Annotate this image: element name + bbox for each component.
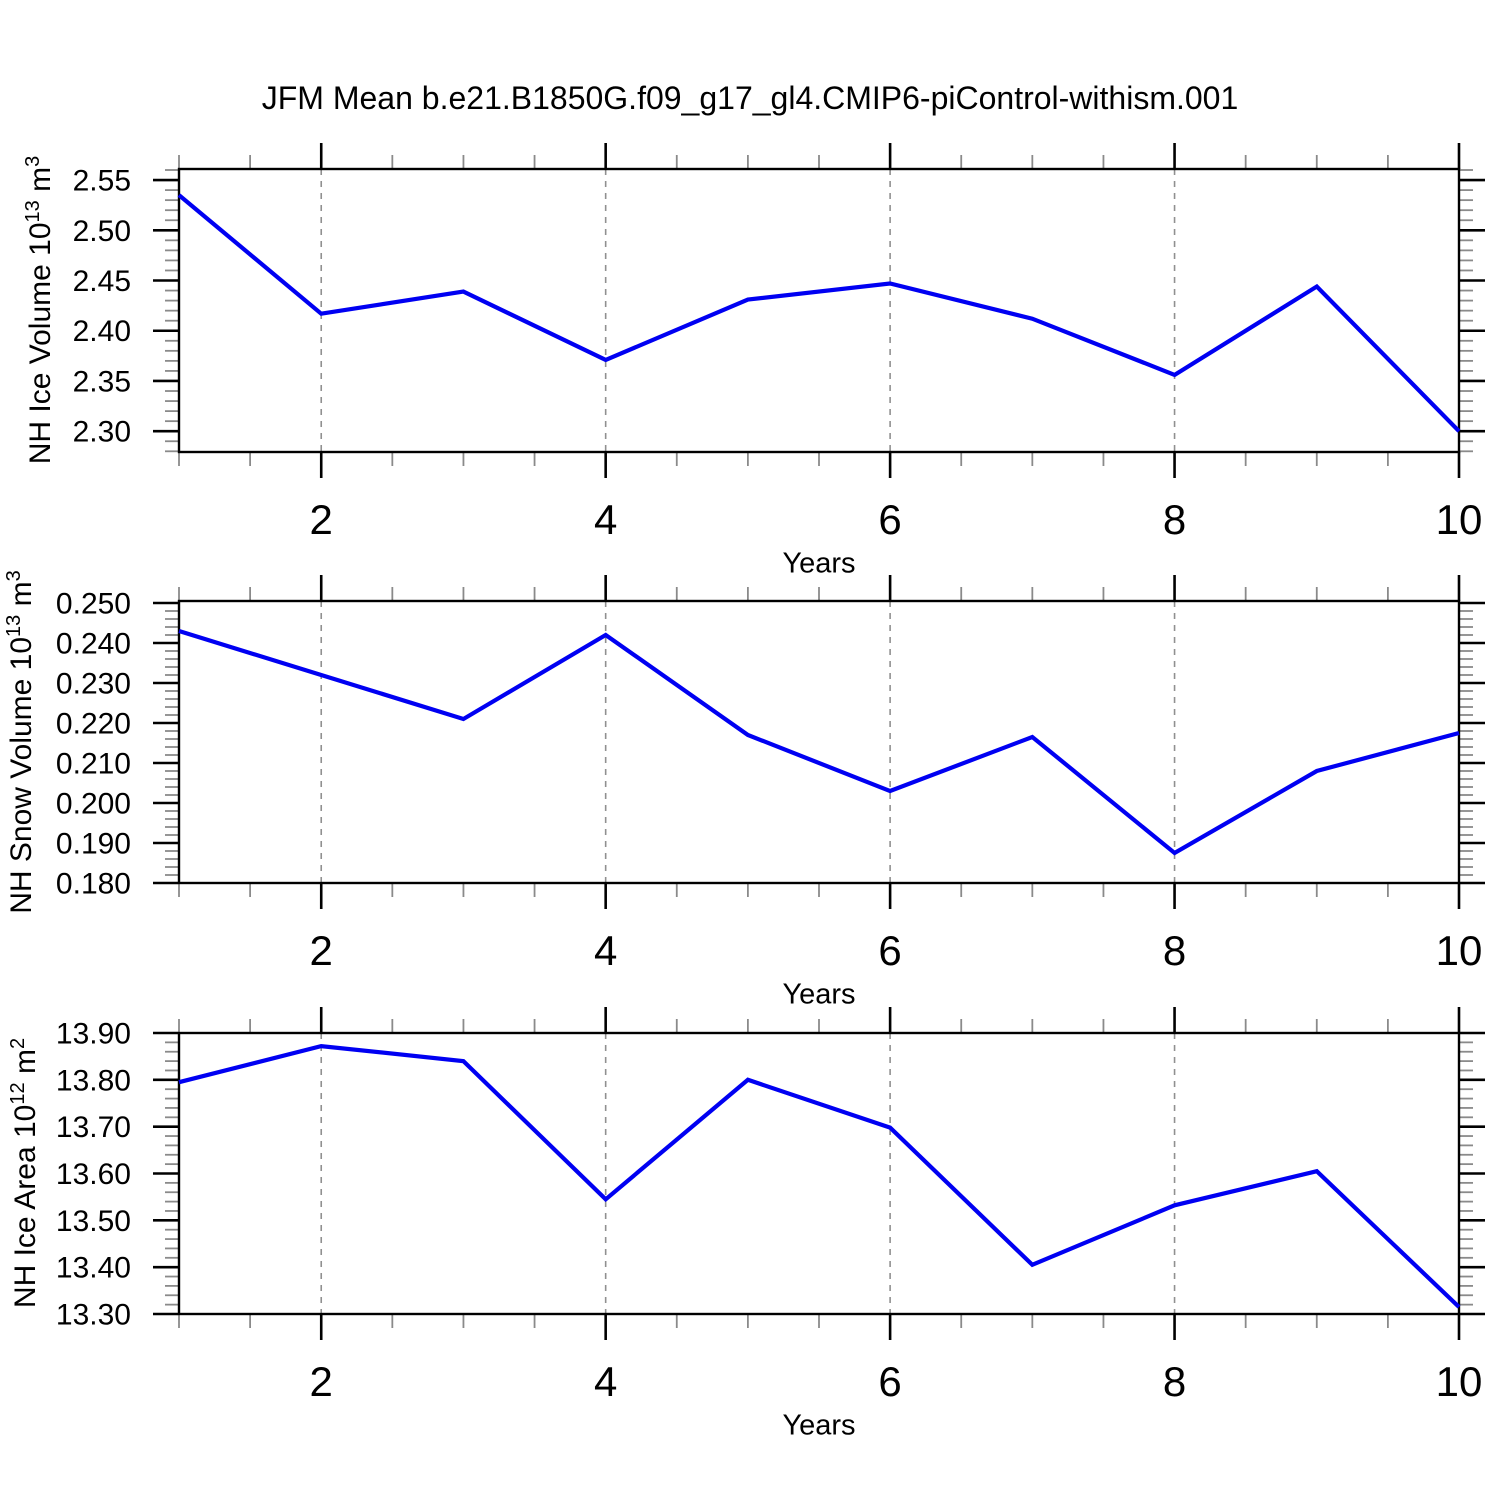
x-tick-label: 6 [878,496,901,543]
y-tick-label: 13.30 [56,1299,131,1332]
x-tick-label: 6 [878,927,901,974]
exponent: 13 [3,614,25,637]
y-tick-label: 2.50 [73,215,131,248]
y-axis-title-nh-ice-area: NH Ice Area 1012 m2 [7,1038,43,1308]
y-axis-title-nh-ice-volume: NH Ice Volume 1013 m3 [22,156,58,465]
y-tick-label: 0.180 [56,868,131,901]
x-axis-ticks: 2 4 6 8 10 [178,1007,1483,1405]
y-tick-label: 0.250 [56,588,131,621]
y-tick-label: 13.60 [56,1158,131,1191]
y-tick-label: 13.90 [56,1018,131,1051]
plot-frame [177,599,1461,885]
unit-exponent: 3 [22,155,44,167]
figure-title: JFM Mean b.e21.B1850G.f09_g17_gl4.CMIP6-… [261,80,1239,116]
unit: m [5,581,38,615]
x-axis-title-chart-2: Years [782,978,856,1011]
exponent: 12 [7,1082,29,1105]
x-tick-label: 10 [1436,496,1483,543]
y-axis-ticks: 13.90 13.80 13.70 13.60 13.50 13.40 13.30 [56,1018,1485,1332]
y-axis-ticks: 0.250 0.240 0.230 0.220 0.210 0.200 0.190 0.180 [56,588,1485,901]
x-tick-label: 2 [310,1358,333,1405]
x-axis-ticks: 2 4 6 8 10 [178,575,1483,974]
y-tick-label: 2.35 [73,365,131,398]
data-line-nh-snow-volume [178,628,1460,856]
x-axis-title-chart-3: Years [782,1409,856,1442]
y-tick-label: 13.50 [56,1205,131,1238]
x-tick-label: 6 [878,1358,901,1405]
x-tick-label: 4 [594,927,617,974]
y-tick-label: 2.40 [73,315,131,348]
y-axis-ticks: 2.55 2.50 2.45 2.40 2.35 2.30 [73,165,1485,453]
y-tick-label: 0.210 [56,748,131,781]
y-tick-label: 2.45 [73,265,131,298]
y-axis-title-text: NH Ice Volume 10 [24,222,57,465]
y-tick-label: 0.190 [56,828,131,861]
x-tick-label: 8 [1163,1358,1186,1405]
y-tick-label: 13.80 [56,1064,131,1097]
panel-nh-ice-volume: 2.55 2.50 2.45 2.40 2.35 2.30 2 4 6 8 10 [73,143,1485,543]
y-tick-label: 2.30 [73,416,131,449]
unit: m [9,1049,42,1083]
y-tick-label: 0.200 [56,788,131,821]
x-axis-title-chart-1: Years [782,547,856,580]
y-axis-title-text: NH Snow Volume 10 [5,636,38,914]
y-tick-label: 13.40 [56,1252,131,1285]
y-axis-title-nh-snow-volume: NH Snow Volume 1013 m3 [3,570,39,914]
y-axis-title-text: NH Ice Area 10 [9,1104,42,1309]
y-tick-label: 0.220 [56,708,131,741]
y-tick-label: 13.70 [56,1111,131,1144]
exponent: 13 [22,200,44,223]
panel-nh-snow-volume: 0.250 0.240 0.230 0.220 0.210 0.200 0.190 0.180… [56,575,1485,974]
x-tick-label: 2 [310,927,333,974]
data-line-nh-ice-volume [177,193,1461,433]
panel-nh-ice-area: 13.90 13.80 13.70 13.60 13.50 13.40 13.30 2 4 6 8 1… [56,1007,1485,1405]
unit-exponent: 2 [7,1037,29,1050]
unit-exponent: 3 [3,570,25,582]
x-tick-label: 10 [1436,1358,1483,1405]
x-tick-label: 4 [594,496,617,543]
y-tick-label: 0.240 [56,628,131,661]
x-tick-label: 8 [1163,927,1186,974]
plot-frame [177,1031,1461,1316]
x-tick-label: 4 [594,1358,617,1405]
y-tick-label: 2.55 [73,165,131,198]
x-axis-ticks: 2 4 6 8 10 [178,143,1483,543]
x-tick-label: 8 [1163,496,1186,543]
x-tick-label: 10 [1436,927,1483,974]
x-tick-label: 2 [310,496,333,543]
plot-frame [177,167,1461,454]
data-line-nh-ice-area [178,1043,1461,1309]
unit: m [24,166,57,201]
y-tick-label: 0.230 [56,668,131,701]
